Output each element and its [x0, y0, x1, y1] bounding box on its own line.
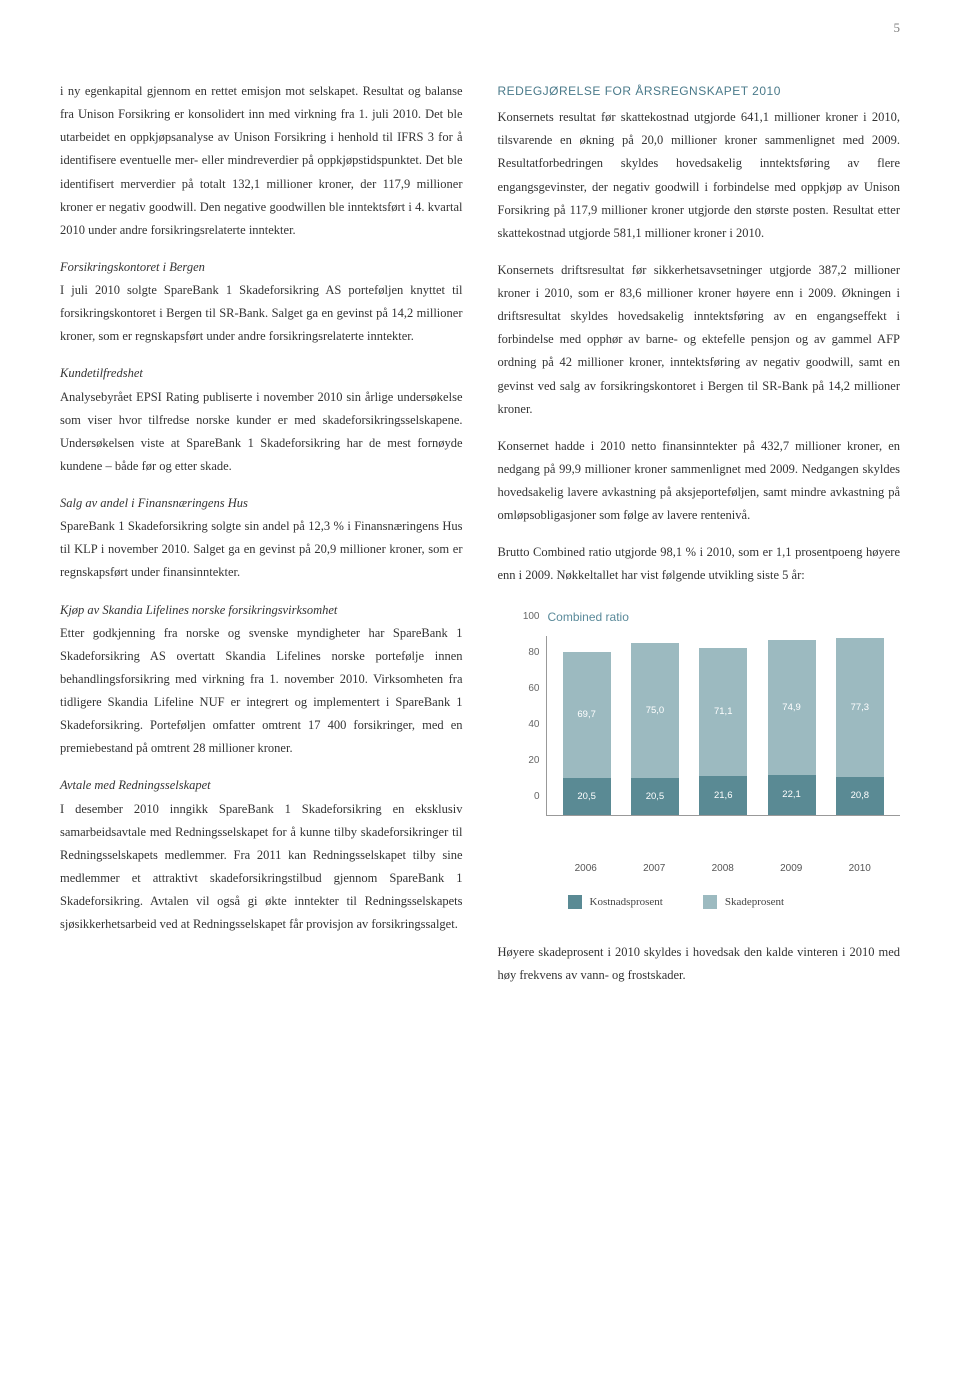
chart-bar: 71,121,6: [699, 636, 747, 815]
body-paragraph: Høyere skadeprosent i 2010 skyldes i hov…: [498, 941, 901, 987]
chart-y-tick: 60: [528, 680, 539, 699]
chart-plot: 69,720,575,020,571,121,674,922,177,320,8: [546, 636, 901, 816]
body-paragraph: Brutto Combined ratio utgjorde 98,1 % i …: [498, 541, 901, 587]
chart-bar-segment-kostnadsprosent: 20,5: [631, 778, 679, 815]
chart-bar-segment-skadeprosent: 71,1: [699, 648, 747, 776]
section-heading: REDEGJØRELSE FOR ÅRSREGNSKAPET 2010: [498, 80, 901, 102]
chart-bar-segment-kostnadsprosent: 20,5: [563, 778, 611, 815]
subheading: Forsikringskontoret i Bergen: [60, 256, 463, 279]
chart-x-label: 2009: [767, 860, 815, 879]
chart-area: 020406080100 69,720,575,020,571,121,674,…: [518, 636, 901, 856]
chart-y-tick: 80: [528, 644, 539, 663]
chart-legend-label: Kostnadsprosent: [590, 892, 663, 912]
subheading: Salg av andel i Finansnæringens Hus: [60, 492, 463, 515]
two-column-layout: i ny egenkapital gjennom en rettet emisj…: [60, 80, 900, 1001]
body-paragraph: Konsernets resultat før skattekostnad ut…: [498, 106, 901, 245]
chart-legend: Kostnadsprosent Skadeprosent: [568, 892, 901, 912]
subheading: Kjøp av Skandia Lifelines norske forsikr…: [60, 599, 463, 622]
chart-bar: 69,720,5: [563, 636, 611, 815]
chart-bar-segment-skadeprosent: 74,9: [768, 640, 816, 775]
chart-bar-segment-skadeprosent: 75,0: [631, 643, 679, 778]
chart-bar-segment-kostnadsprosent: 21,6: [699, 776, 747, 815]
body-paragraph: Etter godkjenning fra norske og svenske …: [60, 622, 463, 761]
chart-y-tick: 100: [523, 608, 540, 627]
chart-x-label: 2006: [562, 860, 610, 879]
chart-bar-segment-skadeprosent: 77,3: [836, 638, 884, 777]
page-number: 5: [894, 20, 901, 36]
right-column: REDEGJØRELSE FOR ÅRSREGNSKAPET 2010 Kons…: [498, 80, 901, 1001]
chart-x-label: 2010: [836, 860, 884, 879]
chart-legend-label: Skadeprosent: [725, 892, 784, 912]
chart-y-tick: 20: [528, 752, 539, 771]
chart-bar: 74,922,1: [768, 636, 816, 815]
body-paragraph: Konsernet hadde i 2010 netto finansinnte…: [498, 435, 901, 528]
chart-bar: 77,320,8: [836, 636, 884, 815]
body-paragraph: Analysebyrået EPSI Rating publiserte i n…: [60, 386, 463, 479]
chart-x-label: 2008: [699, 860, 747, 879]
body-paragraph: I juli 2010 solgte SpareBank 1 Skadefors…: [60, 279, 463, 348]
subheading: Avtale med Redningsselskapet: [60, 774, 463, 797]
chart-bar-segment-kostnadsprosent: 22,1: [768, 775, 816, 815]
chart-y-tick: 0: [534, 788, 540, 807]
chart-bar-segment-skadeprosent: 69,7: [563, 652, 611, 777]
chart-legend-item: Kostnadsprosent: [568, 892, 663, 912]
chart-y-axis: 020406080100: [518, 636, 546, 816]
combined-ratio-chart: Combined ratio 020406080100 69,720,575,0…: [518, 606, 901, 913]
body-paragraph: I desember 2010 inngikk SpareBank 1 Skad…: [60, 798, 463, 937]
chart-legend-swatch: [568, 895, 582, 909]
chart-legend-swatch: [703, 895, 717, 909]
subheading: Kundetilfredshet: [60, 362, 463, 385]
chart-bars: 69,720,575,020,571,121,674,922,177,320,8: [547, 636, 901, 815]
body-paragraph: SpareBank 1 Skadeforsikring solgte sin a…: [60, 515, 463, 584]
left-column: i ny egenkapital gjennom en rettet emisj…: [60, 80, 463, 1001]
chart-x-label: 2007: [630, 860, 678, 879]
body-paragraph: Konsernets driftsresultat før sikkerhets…: [498, 259, 901, 421]
chart-y-tick: 40: [528, 716, 539, 735]
chart-legend-item: Skadeprosent: [703, 892, 784, 912]
body-paragraph: i ny egenkapital gjennom en rettet emisj…: [60, 80, 463, 242]
chart-title: Combined ratio: [548, 606, 901, 628]
chart-x-axis: 2006 2007 2008 2009 2010: [546, 856, 901, 879]
chart-bar: 75,020,5: [631, 636, 679, 815]
chart-bar-segment-kostnadsprosent: 20,8: [836, 777, 884, 814]
